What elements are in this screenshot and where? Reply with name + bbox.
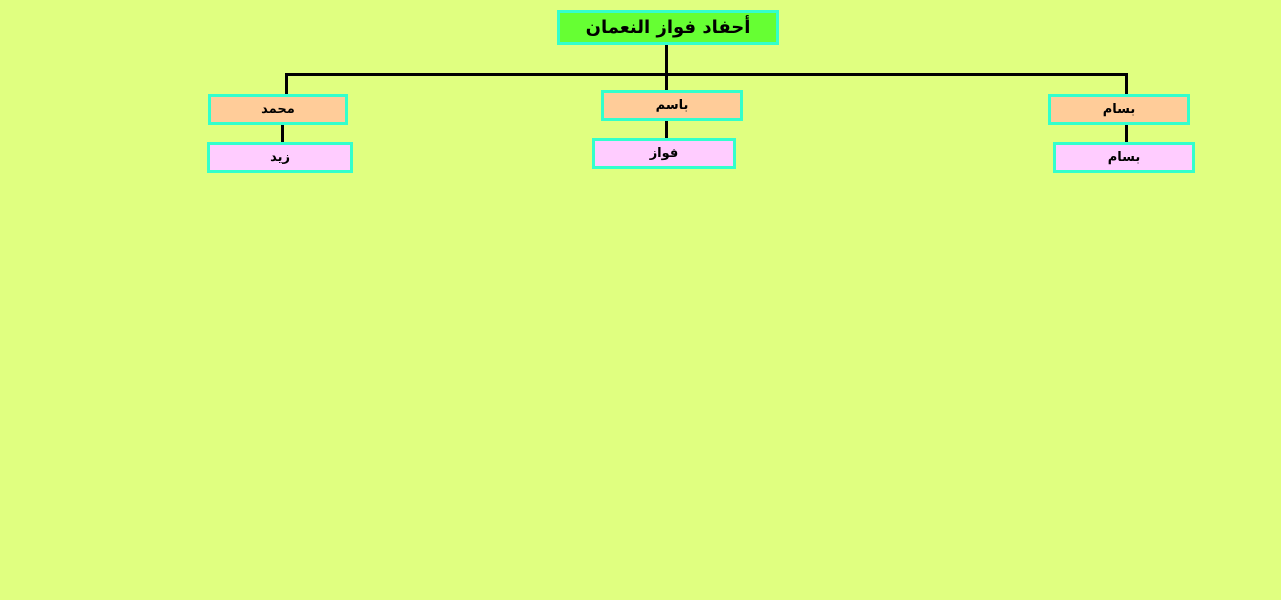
horizontal-bus-line: [285, 73, 1128, 76]
drop-line-right: [1125, 73, 1128, 96]
child-node-right: بسام: [1053, 142, 1195, 173]
parent-node-middle: باسم: [601, 90, 743, 121]
drop-line-left: [285, 73, 288, 96]
parent-node-label: محمد: [261, 102, 295, 117]
parent-node-label: بسام: [1102, 102, 1136, 117]
drop-line-middle: [665, 73, 668, 92]
root-node-label: أحفاد فواز النعمان: [585, 17, 751, 38]
child-node-label: بسام: [1107, 150, 1141, 165]
child-node-label: فواز: [649, 146, 679, 161]
parent-node-left: محمد: [208, 94, 348, 125]
child-node-label: زيد: [270, 150, 290, 165]
child-node-left: زيد: [207, 142, 353, 173]
child-line-left: [281, 122, 284, 145]
child-line-right: [1125, 122, 1128, 145]
root-node: أحفاد فواز النعمان: [557, 10, 779, 45]
child-line-middle: [665, 118, 668, 140]
parent-node-right: بسام: [1048, 94, 1190, 125]
root-stem-line: [665, 43, 668, 76]
parent-node-label: باسم: [655, 98, 689, 113]
child-node-middle: فواز: [592, 138, 736, 169]
